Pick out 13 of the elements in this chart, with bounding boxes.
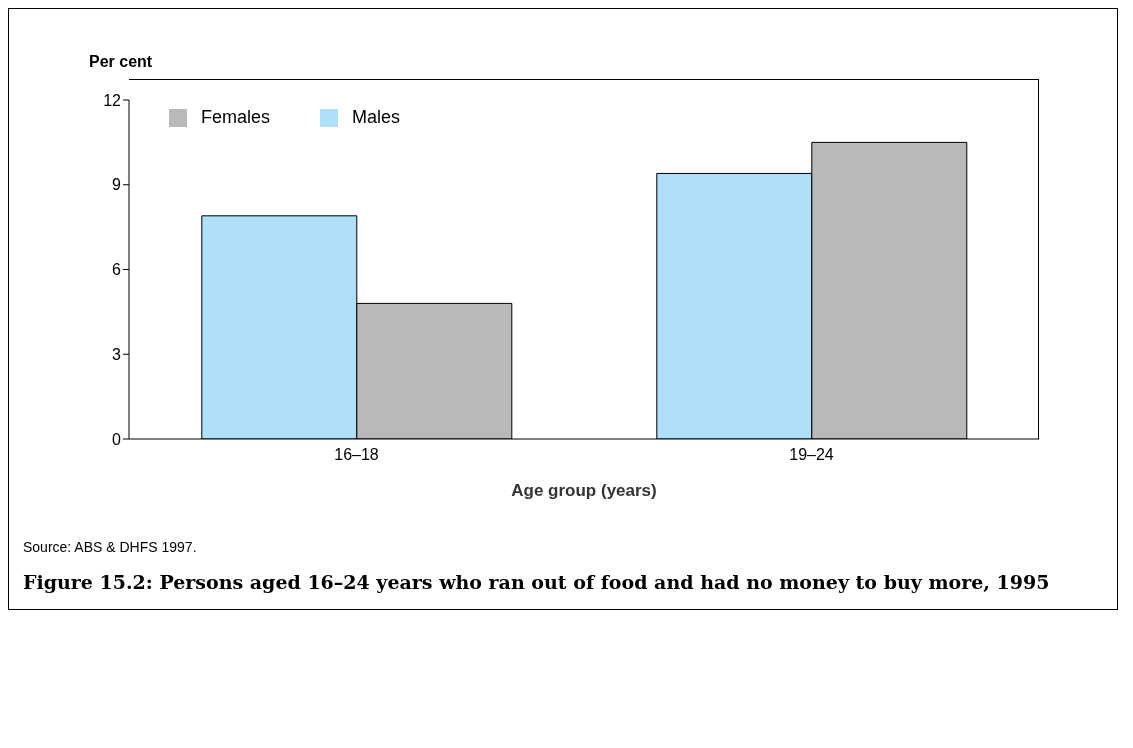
y-tick-label: 9	[112, 176, 122, 194]
y-tick-label: 0	[112, 430, 122, 448]
legend-label: Males	[352, 107, 401, 127]
y-axis-title: Per cent	[89, 53, 153, 71]
y-tick-label: 12	[103, 91, 122, 109]
y-tick-label: 6	[112, 261, 122, 279]
text: Figure 15.2: Persons aged 16–24 years who ran out of food and had no money to buy more, 1995	[23, 571, 1051, 593]
source-note: Source: ABS & DHFS 1997.	[23, 539, 198, 555]
x-tick-label: 16–18	[334, 446, 379, 464]
x-axis-title: Age group (years)	[510, 481, 658, 501]
y-tick-label: 3	[112, 345, 122, 363]
legend-label: Females	[201, 107, 271, 127]
x-tick-label: 19–24	[789, 446, 834, 464]
